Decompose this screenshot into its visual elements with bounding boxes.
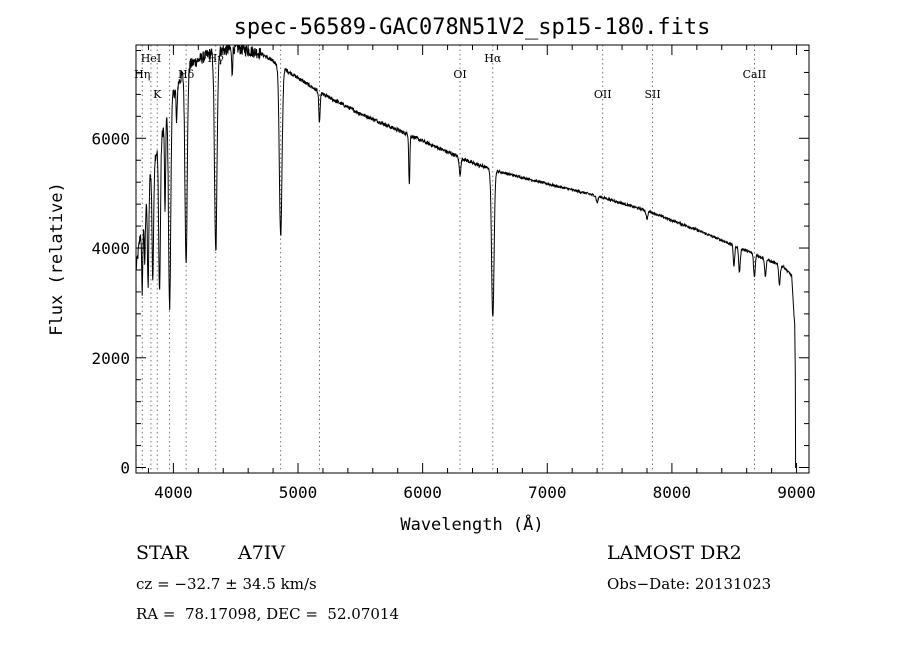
y-tick-label: 4000 <box>91 239 130 258</box>
x-axis-label: Wavelength (Å) <box>400 513 543 535</box>
x-tick-label: 4000 <box>154 483 193 502</box>
y-axis-label: Flux (relative) <box>47 182 67 336</box>
x-tick-label: 7000 <box>528 483 567 502</box>
y-tick-label: 2000 <box>91 349 130 368</box>
spectrum-line <box>135 44 797 468</box>
y-tick-label: 6000 <box>91 129 130 148</box>
observation-date: Obs−Date: 20131023 <box>607 575 772 593</box>
object-type: STAR <box>136 542 189 564</box>
spectral-class: A7IV <box>238 542 286 564</box>
line-marker-label: HeI <box>141 52 161 65</box>
line-marker-label: Hδ <box>178 68 195 81</box>
x-tick-label: 5000 <box>279 483 318 502</box>
line-marker-label: Hα <box>484 52 502 65</box>
line-marker-label: Hγ <box>208 52 225 65</box>
y-tick-label: 0 <box>120 459 130 478</box>
redshift-value: cz = −32.7 ± 34.5 km/s <box>136 575 317 593</box>
survey-label: LAMOST DR2 <box>607 542 742 564</box>
chart-title: spec-56589-GAC078N51V2_sp15-180.fits <box>234 15 711 40</box>
x-tick-label: 8000 <box>653 483 692 502</box>
x-tick-label: 6000 <box>403 483 442 502</box>
line-marker-label: CaII <box>743 68 767 81</box>
line-marker-labels: Hη HeI K Hδ Hγ OI Hα OII SII CaII <box>134 52 766 101</box>
plot-frame <box>135 44 810 474</box>
axis-ticks: 4000 5000 6000 7000 8000 9000 0 2000 4000 6000 <box>91 45 816 502</box>
line-marker-label: OI <box>453 68 466 81</box>
line-marker-label: K <box>153 88 162 101</box>
line-marker-label: Hη <box>134 68 150 81</box>
coordinates: RA = 78.17098, DEC = 52.07014 <box>136 605 400 623</box>
x-tick-label: 9000 <box>777 483 816 502</box>
line-marker-label: SII <box>644 88 660 101</box>
line-marker-label: OII <box>594 88 612 101</box>
line-marker-guides <box>141 45 755 473</box>
